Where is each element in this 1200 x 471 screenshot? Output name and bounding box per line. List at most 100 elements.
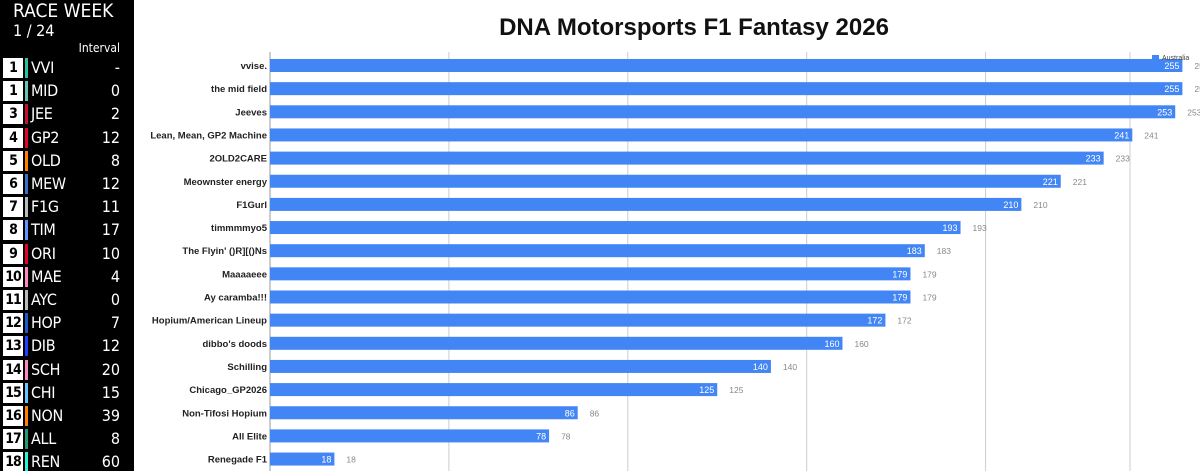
data-label-outside: 86 [590, 408, 600, 418]
leaderboard-row: 12 HOP 7 [0, 312, 134, 334]
team-color-stripe [25, 197, 28, 218]
bar [270, 267, 911, 281]
leaderboard-row: 16 NON 39 [0, 405, 134, 426]
data-label-outside: 255 [1194, 61, 1200, 71]
position-number: 10 [3, 266, 23, 287]
data-label-outside: 241 [1144, 130, 1158, 140]
team-color-stripe [25, 127, 28, 148]
data-label-inside: 18 [321, 455, 331, 465]
data-label-inside: 255 [1164, 84, 1179, 94]
team-color-stripe [25, 243, 28, 264]
team-code: MID [31, 81, 58, 101]
leaderboard-row: 7 F1G 11 [0, 196, 134, 218]
leaderboard-row: 18 REN 60 [0, 451, 134, 471]
position-number: 7 [3, 197, 23, 218]
position-number: 17 [3, 429, 23, 450]
position-number: 4 [3, 127, 23, 148]
team-code: REN [31, 452, 60, 471]
data-label-inside: 172 [867, 316, 882, 326]
position-number: 3 [3, 104, 23, 125]
position-number: 11 [3, 290, 23, 310]
team-code: ORI [31, 243, 56, 263]
team-color-stripe [25, 104, 28, 125]
leaderboard-row: 15 CHI 15 [0, 382, 134, 403]
data-label-outside: 78 [561, 431, 571, 441]
leaderboard-row: 1 MID 0 [0, 80, 134, 102]
category-label: Jeeves [235, 107, 267, 118]
bar [270, 197, 1022, 211]
data-label-outside: 179 [922, 269, 936, 279]
data-label-outside: 183 [937, 246, 951, 256]
bar [270, 429, 550, 443]
category-label: Renegade F1 [208, 455, 268, 466]
data-label-inside: 86 [565, 408, 575, 418]
bar [270, 59, 1183, 72]
position-number: 8 [3, 220, 23, 241]
data-label-inside: 179 [892, 293, 907, 303]
team-color-stripe [25, 429, 28, 450]
bar [270, 452, 335, 466]
data-label-inside: 183 [907, 246, 922, 256]
interval-value: 15 [101, 382, 120, 402]
data-label-outside: 193 [973, 223, 987, 233]
data-label-outside: 160 [854, 339, 868, 349]
team-color-stripe [25, 58, 28, 78]
interval-value: 20 [101, 359, 120, 379]
team-color-stripe [25, 220, 28, 241]
data-label-inside: 210 [1003, 200, 1018, 210]
team-color-stripe [25, 290, 28, 310]
team-color-stripe [25, 174, 28, 194]
category-label: Meownster energy [184, 177, 268, 188]
leaderboard-row: 3 JEE 2 [0, 103, 134, 125]
position-number: 5 [3, 150, 23, 171]
category-label: 2OLD2CARE [209, 154, 267, 165]
interval-value: 10 [101, 243, 120, 263]
interval-value: 60 [101, 452, 120, 471]
interval-value: 4 [110, 266, 120, 286]
data-label-inside: 160 [824, 339, 839, 349]
bar [270, 221, 961, 235]
category-label: The Flyin' ()R][()Ns [182, 246, 267, 257]
leaderboard-row: 6 MEW 12 [0, 173, 134, 194]
category-label: vvise. [241, 61, 267, 72]
team-color-stripe [25, 150, 28, 171]
interval-value: 17 [101, 220, 120, 240]
bar [270, 313, 886, 327]
position-number: 14 [3, 359, 23, 380]
bar [270, 174, 1061, 188]
team-code: JEE [31, 104, 53, 124]
data-label-outside: 210 [1033, 200, 1047, 210]
team-color-stripe [25, 313, 28, 334]
chart-title: DNA Motorsports F1 Fantasy 2026 [499, 14, 889, 41]
data-label-outside: 221 [1073, 177, 1087, 187]
team-color-stripe [25, 266, 28, 287]
team-code: F1G [31, 197, 59, 217]
chart-legend: Australia [1152, 50, 1189, 68]
category-label: Maaaaeee [222, 269, 267, 280]
interval-value: 11 [101, 197, 120, 217]
team-code: NON [31, 406, 63, 425]
leaderboard-row: 8 TIM 17 [0, 219, 134, 241]
data-label-inside: 253 [1157, 107, 1172, 117]
team-color-stripe [25, 359, 28, 380]
team-code: TIM [31, 220, 56, 240]
data-label-inside: 193 [943, 223, 958, 233]
data-label-outside: 233 [1116, 154, 1130, 164]
interval-value: 12 [101, 127, 120, 147]
interval-header: Interval [78, 41, 120, 55]
leaderboard-title: RACE WEEK [13, 0, 114, 22]
position-number: 6 [3, 174, 23, 194]
team-color-stripe [25, 81, 28, 102]
interval-value: 8 [110, 150, 120, 170]
interval-value: 0 [110, 81, 120, 101]
position-number: 13 [3, 336, 23, 357]
bar [270, 383, 718, 397]
category-label: Lean, Mean, GP2 Machine [150, 130, 267, 141]
bar [270, 244, 925, 258]
team-code: AYC [31, 290, 57, 309]
data-label-inside: 221 [1043, 177, 1058, 187]
data-label-outside: 255 [1194, 84, 1200, 94]
bar [270, 151, 1104, 165]
legend-label: Australia [1162, 55, 1190, 63]
